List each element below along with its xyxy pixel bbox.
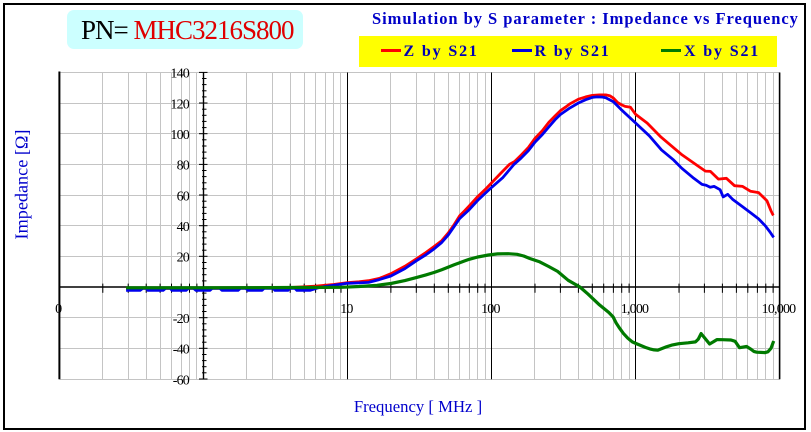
svg-text:0: 0 — [55, 302, 62, 317]
svg-text:-20: -20 — [173, 312, 190, 327]
svg-text:100: 100 — [481, 302, 500, 317]
svg-text:140: 140 — [170, 67, 189, 82]
svg-text:-60: -60 — [173, 373, 190, 388]
svg-text:10: 10 — [340, 302, 353, 317]
svg-text:60: 60 — [177, 189, 190, 204]
svg-text:1,000: 1,000 — [621, 302, 649, 317]
svg-text:80: 80 — [177, 159, 190, 174]
svg-text:100: 100 — [170, 128, 189, 143]
svg-text:10,000: 10,000 — [762, 302, 797, 317]
svg-text:-40: -40 — [173, 343, 190, 358]
svg-text:20: 20 — [177, 251, 190, 266]
svg-text:40: 40 — [177, 220, 190, 235]
svg-text:120: 120 — [170, 97, 189, 112]
